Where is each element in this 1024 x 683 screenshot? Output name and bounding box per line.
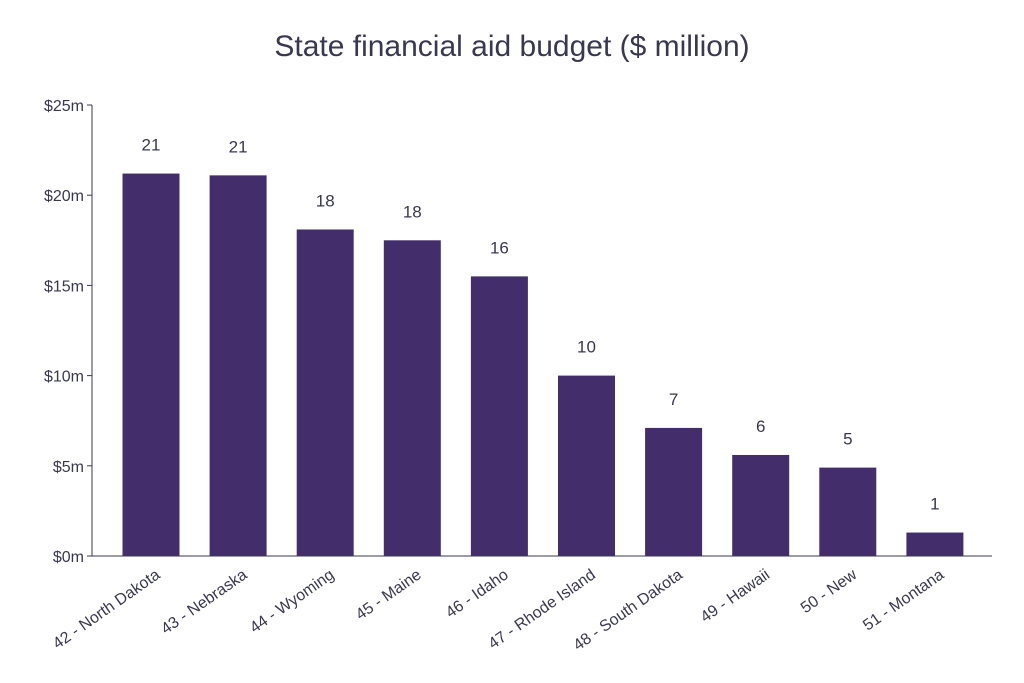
x-tick-label: 43 - Nebraska xyxy=(158,566,250,638)
bar xyxy=(732,454,790,556)
bars xyxy=(122,173,964,557)
data-label: 5 xyxy=(843,430,852,449)
bar xyxy=(906,532,964,556)
x-tick-label: 44 - Wyoming xyxy=(247,566,337,636)
chart-title: State financial aid budget ($ million) xyxy=(274,30,750,63)
y-tick-label: $10m xyxy=(44,369,84,386)
bar xyxy=(383,240,441,557)
data-label: 21 xyxy=(142,136,161,155)
bar xyxy=(470,276,528,556)
x-tick-label: 51 - Montana xyxy=(860,566,947,634)
bar xyxy=(209,175,267,556)
x-tick-label: 42 - North Dakota xyxy=(50,566,163,652)
data-label: 21 xyxy=(229,137,248,156)
bar xyxy=(819,467,877,556)
data-label: 1 xyxy=(930,495,939,514)
data-label: 18 xyxy=(403,202,422,221)
y-tick-label: $20m xyxy=(44,188,84,205)
y-tick-label: $25m xyxy=(44,98,84,115)
x-tick-label: 45 - Maine xyxy=(353,566,425,623)
data-labels: 21 21 18 18 16 10 7 6 5 1 xyxy=(142,136,940,514)
bar xyxy=(122,173,180,556)
data-label: 16 xyxy=(490,238,509,257)
bar xyxy=(558,375,615,556)
bar xyxy=(645,427,703,556)
x-tick-label: 50 - New xyxy=(798,566,861,617)
y-tick-label: $15m xyxy=(44,278,84,295)
x-tick-label: 46 - Idaho xyxy=(443,566,512,621)
data-label: 6 xyxy=(756,417,765,436)
data-label: 7 xyxy=(669,390,678,409)
y-tick-label: $5m xyxy=(53,459,84,476)
data-label: 10 xyxy=(577,338,596,357)
y-axis-ticks: $0m $5m $10m $15m $20m $25m xyxy=(44,98,92,566)
y-tick-label: $0m xyxy=(53,549,84,566)
data-label: 18 xyxy=(316,191,335,210)
bar xyxy=(296,229,354,556)
x-tick-label: 49 - Hawaii xyxy=(698,566,773,626)
